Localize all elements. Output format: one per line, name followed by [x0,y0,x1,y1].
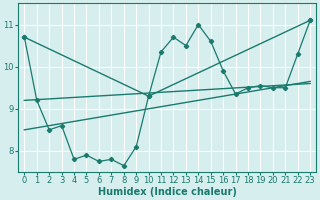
X-axis label: Humidex (Indice chaleur): Humidex (Indice chaleur) [98,187,237,197]
